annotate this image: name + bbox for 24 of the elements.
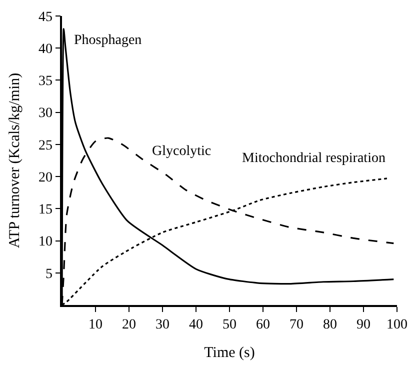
x-tick-label: 40 [189,318,203,333]
x-tick-label: 20 [122,318,136,333]
x-tick-label: 70 [290,318,304,333]
y-tick-label: 40 [38,42,52,58]
y-tick-label: 45 [38,10,52,25]
y-tick-label: 15 [38,202,52,218]
y-tick-label: 20 [38,170,52,186]
x-tick-label: 60 [256,318,270,333]
series-label: Mitochondrial respiration [242,151,386,166]
y-tick-label: 30 [38,106,52,122]
x-tick-label: 50 [222,318,236,333]
x-axis-title: Time (s) [204,345,255,362]
x-tick-label: 30 [156,318,170,333]
x-tick-label: 100 [386,318,408,333]
y-tick-label: 5 [45,266,52,282]
y-tick-label: 10 [38,234,52,250]
x-tick-label: 80 [323,318,337,333]
y-tick-label: 25 [38,138,52,154]
x-tick-label: 90 [356,318,370,333]
series-label: Phosphagen [74,33,142,48]
x-tick-label: 10 [88,318,102,333]
y-axis-title: ATP turnover (Kcals/kg/min) [7,72,24,248]
y-tick-label: 35 [38,74,52,90]
series-label: Glycolytic [152,144,212,159]
